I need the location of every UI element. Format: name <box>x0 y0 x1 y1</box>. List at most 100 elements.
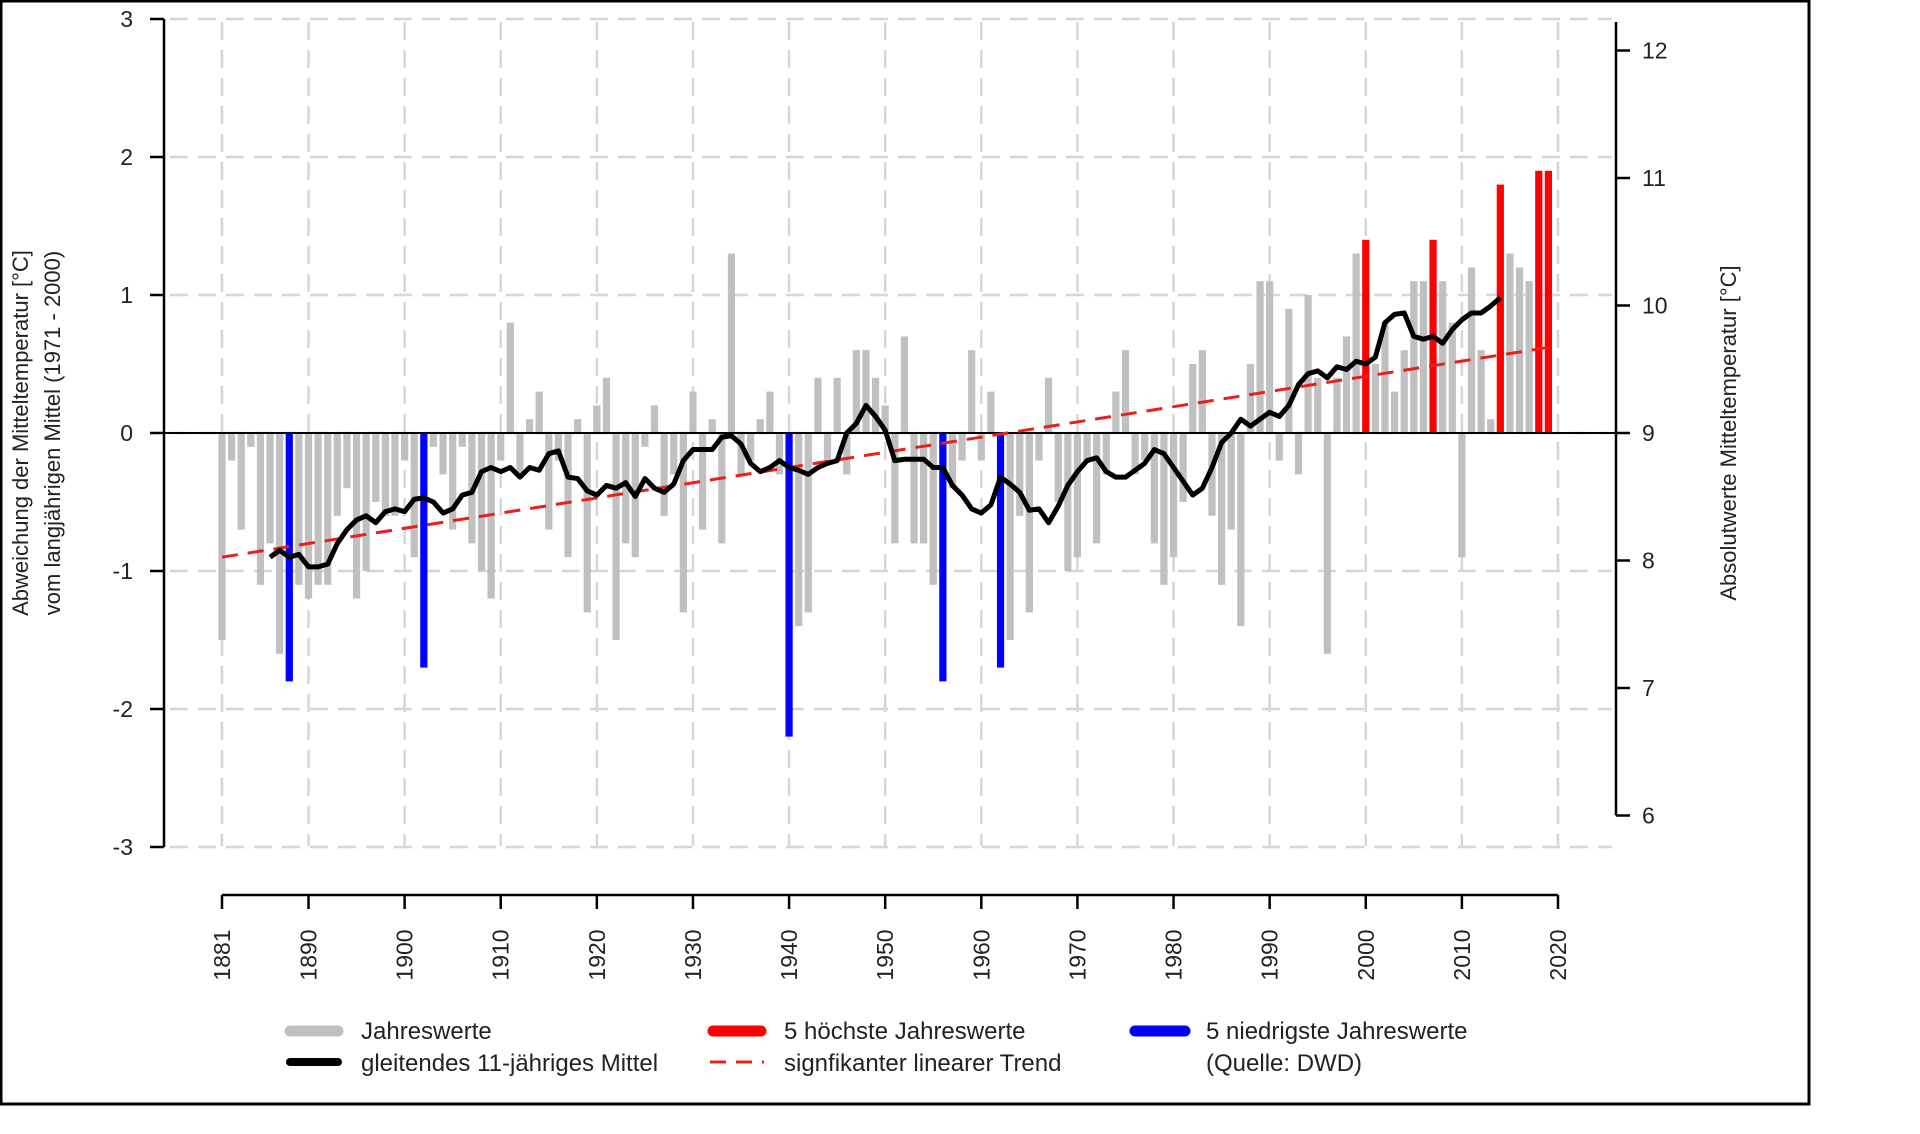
x-tick-label: 1900 <box>392 929 418 980</box>
bar <box>881 405 889 433</box>
bar <box>1016 433 1024 516</box>
bar <box>602 377 611 433</box>
bar <box>612 433 620 640</box>
x-tick-label: 1950 <box>872 929 898 980</box>
y-tick-label-left: -1 <box>113 558 133 584</box>
bar <box>1083 433 1091 461</box>
y-tick-label-right: 6 <box>1642 803 1655 829</box>
bar <box>650 405 659 433</box>
bar <box>1044 377 1053 433</box>
bar <box>1525 281 1533 433</box>
bar <box>1006 433 1014 640</box>
bar-highest <box>1362 239 1370 433</box>
bar <box>247 433 255 447</box>
bar <box>948 433 957 489</box>
bar <box>804 433 812 613</box>
bar <box>689 391 697 433</box>
y-tick-label-left: -3 <box>113 834 133 860</box>
bar <box>1073 433 1082 558</box>
bar <box>256 433 265 585</box>
legend-label-trend: signfikanter linearer Trend <box>784 1050 1061 1077</box>
bar <box>1371 364 1379 433</box>
bar <box>795 433 803 627</box>
y-axis-label-right: Absolutwerte Mitteltemperatur [°C] <box>1716 265 1741 600</box>
bar <box>833 377 841 433</box>
bar <box>1246 364 1255 433</box>
bar <box>852 350 860 433</box>
y-tick-label-left: -2 <box>113 696 133 722</box>
bar <box>583 433 591 613</box>
bar <box>1506 253 1514 433</box>
x-tick-label: 1970 <box>1064 929 1090 980</box>
bar <box>987 391 995 433</box>
bar <box>641 433 649 447</box>
x-tick-label: 2000 <box>1353 929 1379 980</box>
bar <box>1314 377 1322 433</box>
bar <box>929 433 937 585</box>
bar <box>679 433 687 613</box>
bar <box>1131 433 1139 475</box>
x-tick-label: 1960 <box>968 929 994 980</box>
bar <box>920 433 928 544</box>
bar <box>1150 433 1158 544</box>
bar <box>333 433 341 516</box>
legend-source: (Quelle: DWD) <box>1206 1050 1362 1077</box>
bar <box>862 350 870 433</box>
x-tick-label: 1940 <box>776 929 802 980</box>
bar <box>660 433 668 516</box>
bar <box>1323 433 1331 654</box>
bar <box>1141 433 1149 461</box>
bar <box>362 433 370 571</box>
bar <box>228 433 236 461</box>
moving-mean-line <box>268 295 1502 570</box>
bar <box>1487 419 1495 433</box>
bar <box>525 419 534 433</box>
bar <box>304 433 313 599</box>
bar <box>1419 281 1428 433</box>
x-tick-label: 1910 <box>488 929 514 980</box>
bar <box>775 433 784 475</box>
bar <box>1391 391 1399 433</box>
y-tick-label-left: 2 <box>120 144 133 170</box>
x-tick-label: 1990 <box>1257 929 1283 980</box>
x-tick-label: 1881 <box>209 929 235 980</box>
bar <box>1102 433 1110 475</box>
bar <box>410 433 418 558</box>
bar-lowest <box>420 433 428 668</box>
legend: Jahreswerte gleitendes 11-jähriges Mitte… <box>284 1018 1467 1077</box>
bar <box>871 377 880 433</box>
bar <box>900 336 909 433</box>
legend-label-jahreswerte: Jahreswerte <box>361 1018 492 1045</box>
trend-line-group <box>221 345 1549 559</box>
bar <box>1198 350 1206 433</box>
bar <box>266 433 274 544</box>
y-tick-label-right: 12 <box>1642 38 1668 64</box>
bar <box>698 433 707 530</box>
y-tick-label-right: 11 <box>1642 165 1666 191</box>
bar <box>535 391 543 433</box>
bar <box>1304 295 1312 433</box>
bar <box>1217 433 1226 585</box>
bar <box>958 433 966 461</box>
bar <box>477 433 486 571</box>
bar <box>1515 267 1524 433</box>
bar <box>891 433 899 544</box>
x-tick-label: 1980 <box>1161 929 1187 980</box>
x-tick-label: 1930 <box>680 929 706 980</box>
bar <box>564 433 572 558</box>
bar <box>670 433 678 475</box>
bar <box>324 433 332 585</box>
y-tick-label-right: 10 <box>1642 293 1668 319</box>
bar-lowest <box>785 433 793 737</box>
chart-border <box>0 0 1811 1106</box>
bar <box>766 391 774 433</box>
bar-highest <box>1544 170 1552 434</box>
bar <box>1477 350 1485 433</box>
bar <box>372 433 380 502</box>
bar <box>1266 281 1274 433</box>
y-tick-label-right: 9 <box>1642 420 1655 446</box>
legend-label-lowest: 5 niedrigste Jahreswerte <box>1206 1018 1467 1045</box>
bar <box>1208 433 1216 516</box>
y-tick-label-left: 3 <box>120 6 133 32</box>
bar <box>718 433 726 544</box>
